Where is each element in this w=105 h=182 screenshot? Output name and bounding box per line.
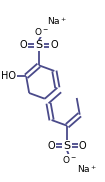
Text: S: S [64,141,71,151]
Text: O$^-$: O$^-$ [34,26,49,37]
Text: S: S [35,40,42,50]
Text: O: O [19,40,27,50]
Text: O: O [48,141,55,151]
Text: O: O [51,40,58,50]
Text: O$^-$: O$^-$ [62,154,77,165]
Text: HO: HO [1,71,16,81]
Text: O: O [79,141,87,151]
Text: Na$^+$: Na$^+$ [47,15,67,27]
Text: Na$^+$: Na$^+$ [77,163,97,175]
